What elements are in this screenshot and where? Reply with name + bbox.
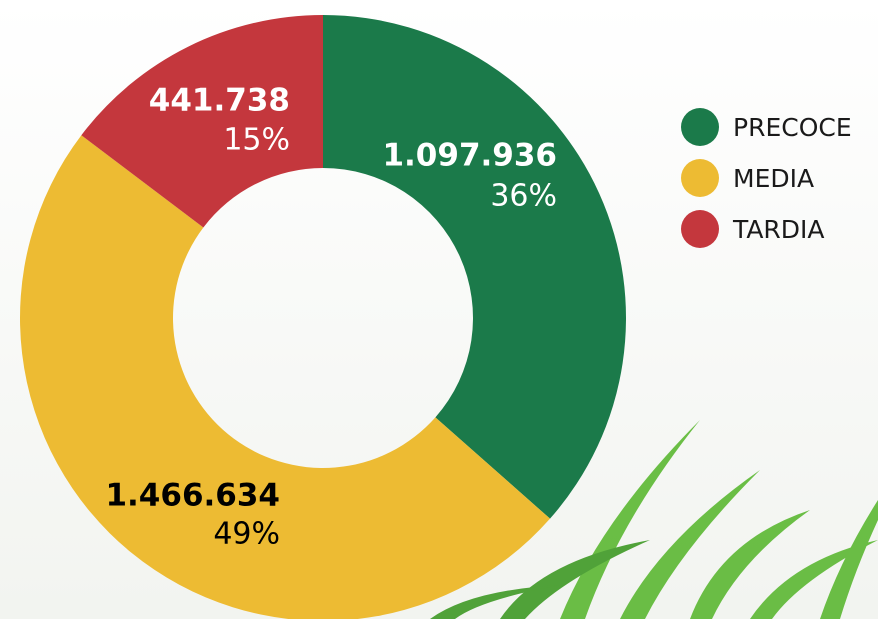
percentage-label: 49% <box>213 517 280 552</box>
legend-marker <box>681 210 719 248</box>
legend-marker <box>681 159 719 197</box>
legend-marker <box>681 108 719 146</box>
value-label: 1.097.936 <box>382 138 557 174</box>
chart: 1.097.936 36% 1.466.63449% 441.738 15% PRECO… <box>0 0 878 619</box>
legend-label: PRECOCE <box>733 113 852 142</box>
legend-label: MEDIA <box>733 164 814 193</box>
percentage-label: 36% <box>490 179 557 214</box>
value-label: 1.466.634 <box>105 478 280 514</box>
value-label: 441.738 <box>149 83 290 119</box>
legend-label: TARDIA <box>732 215 825 244</box>
percentage-label: 15% <box>223 123 290 158</box>
